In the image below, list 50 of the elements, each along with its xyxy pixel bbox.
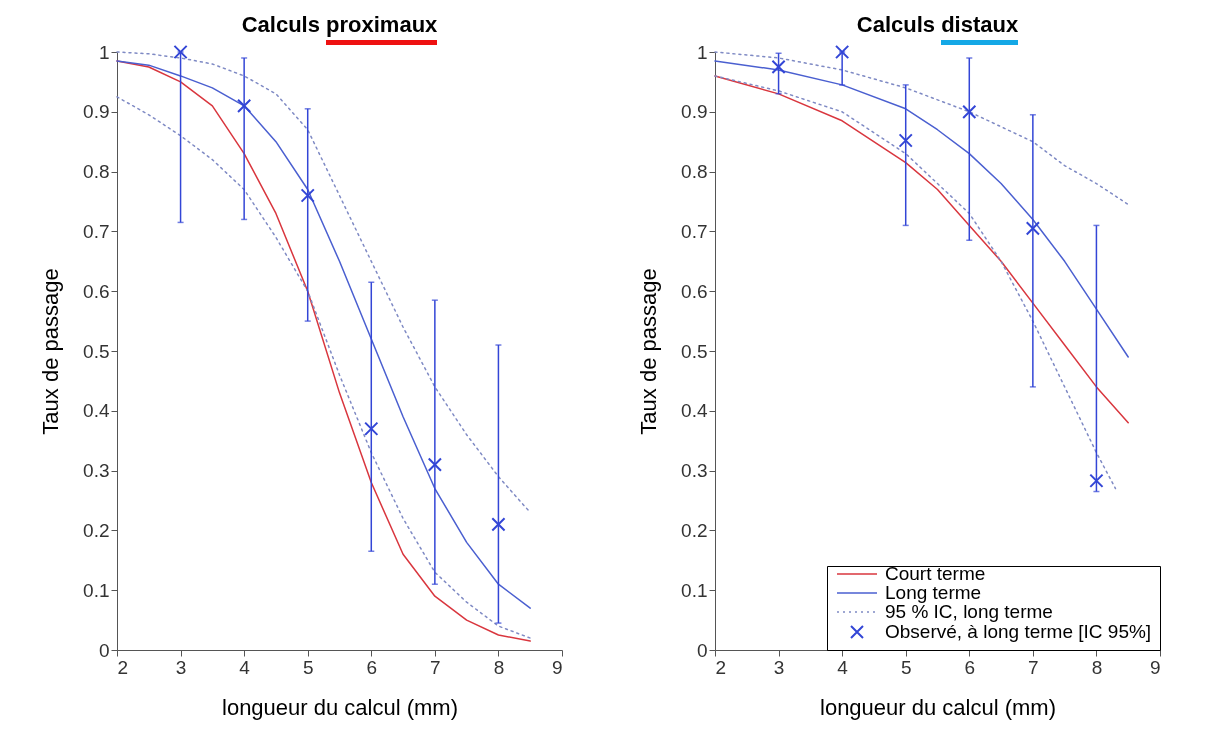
y-tick-label: 0.8 <box>681 161 708 183</box>
y-tick-label: 0.4 <box>83 400 110 422</box>
x-tick-label: 5 <box>302 656 314 678</box>
y-tick-label: 0.3 <box>83 460 110 482</box>
x-tick-label: 9 <box>551 656 563 678</box>
x-axis-title: longueur du calcul (mm) <box>820 694 1056 720</box>
x-tick-label: 8 <box>1091 656 1103 678</box>
legend-label: Observé, à long terme [IC 95%] <box>885 621 1152 642</box>
y-tick-label: 0.3 <box>681 460 708 482</box>
y-tick-label: 0.7 <box>681 220 708 242</box>
x-tick-label: 7 <box>430 656 441 678</box>
y-tick-label: 1 <box>98 41 110 63</box>
y-tick-label: 0.9 <box>83 101 110 123</box>
x-axis-title: longueur du calcul (mm) <box>222 694 458 720</box>
y-tick-label: 0.1 <box>83 579 110 601</box>
y-tick-label: 0.2 <box>83 519 110 541</box>
chart-title: Calculs proximaux <box>240 12 439 38</box>
y-tick-label: 0.7 <box>83 220 110 242</box>
y-tick-label: 0.4 <box>681 400 708 422</box>
x-tick-label: 4 <box>837 656 849 678</box>
y-tick-label: 0.8 <box>83 161 110 183</box>
y-tick-label: 0.5 <box>681 340 708 362</box>
x-tick-label: 2 <box>715 656 727 678</box>
y-tick-label: 0.6 <box>83 280 110 302</box>
y-axis-title: Taux de passage <box>636 268 662 435</box>
x-tick-label: 4 <box>239 656 251 678</box>
y-tick-label: 0.5 <box>83 340 110 362</box>
line-series <box>714 51 1129 206</box>
x-tick-label: 6 <box>964 656 976 678</box>
x-tick-label: 3 <box>175 656 187 678</box>
legend-label: Court terme <box>885 563 986 584</box>
y-tick-label: 0.2 <box>681 519 708 541</box>
line-series <box>714 75 1117 490</box>
x-tick-label: 6 <box>366 656 378 678</box>
line-series <box>714 60 1129 358</box>
x-tick-label: 7 <box>1028 656 1039 678</box>
x-tick-label: 5 <box>900 656 912 678</box>
y-tick-label: 0 <box>98 639 110 661</box>
x-tick-label: 9 <box>1149 656 1161 678</box>
y-tick-label: 0.1 <box>681 579 708 601</box>
y-tick-label: 0.9 <box>681 101 708 123</box>
y-tick-label: 0 <box>696 639 708 661</box>
x-tick-label: 2 <box>117 656 129 678</box>
y-axis-title: Taux de passage <box>38 268 64 435</box>
chart-title: Calculs distaux <box>855 12 1020 38</box>
legend-label: Long terme <box>885 582 982 603</box>
y-tick-label: 0.6 <box>681 280 708 302</box>
y-tick-label: 1 <box>696 41 708 63</box>
x-tick-label: 8 <box>493 656 505 678</box>
x-tick-label: 3 <box>773 656 785 678</box>
